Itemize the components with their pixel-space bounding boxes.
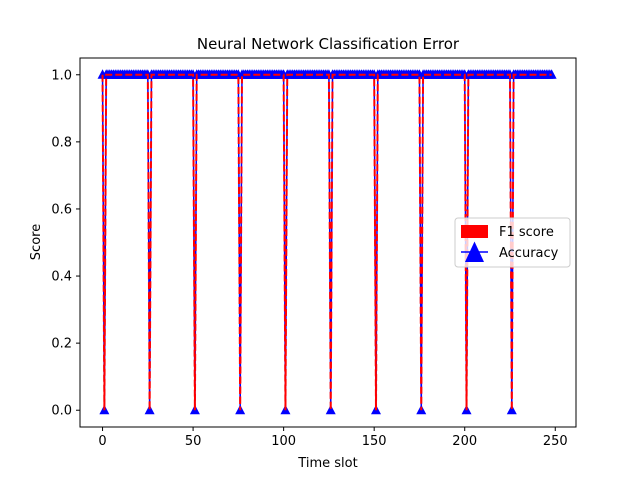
y-axis-label: Score [29,224,44,260]
x-axis: 0 50 100 150 200 250 [98,427,568,449]
accuracy-point [506,404,517,415]
x-tick-label: 250 [543,434,568,449]
y-tick-label: 1.0 [51,68,72,83]
legend-f1-label: F1 score [499,225,554,240]
y-tick-label: 0.4 [51,270,72,285]
legend-f1-swatch [461,225,488,238]
chart-title: Neural Network Classification Error [197,35,460,53]
y-tick-label: 0.6 [51,202,72,217]
x-tick-label: 50 [185,434,202,449]
x-tick-label: 0 [98,434,106,449]
x-tick-label: 150 [362,434,387,449]
accuracy-point [325,404,336,415]
legend-accuracy-marker [465,241,484,262]
legend-accuracy-label: Accuracy [499,246,559,261]
x-tick-label: 200 [452,434,477,449]
x-axis-label: Time slot [297,456,357,471]
y-tick-label: 0.2 [51,337,72,352]
series-f1-line [101,73,552,411]
y-tick-label: 0.0 [51,404,72,419]
plot-area [97,69,557,415]
plot-frame [79,57,577,428]
x-tick-label: 100 [271,434,296,449]
y-tick-label: 0.8 [51,135,72,150]
legend: F1 score Accuracy [454,217,571,268]
y-axis: 0.0 0.2 0.4 0.6 0.8 1.0 [51,68,80,419]
accuracy-point [144,404,155,415]
